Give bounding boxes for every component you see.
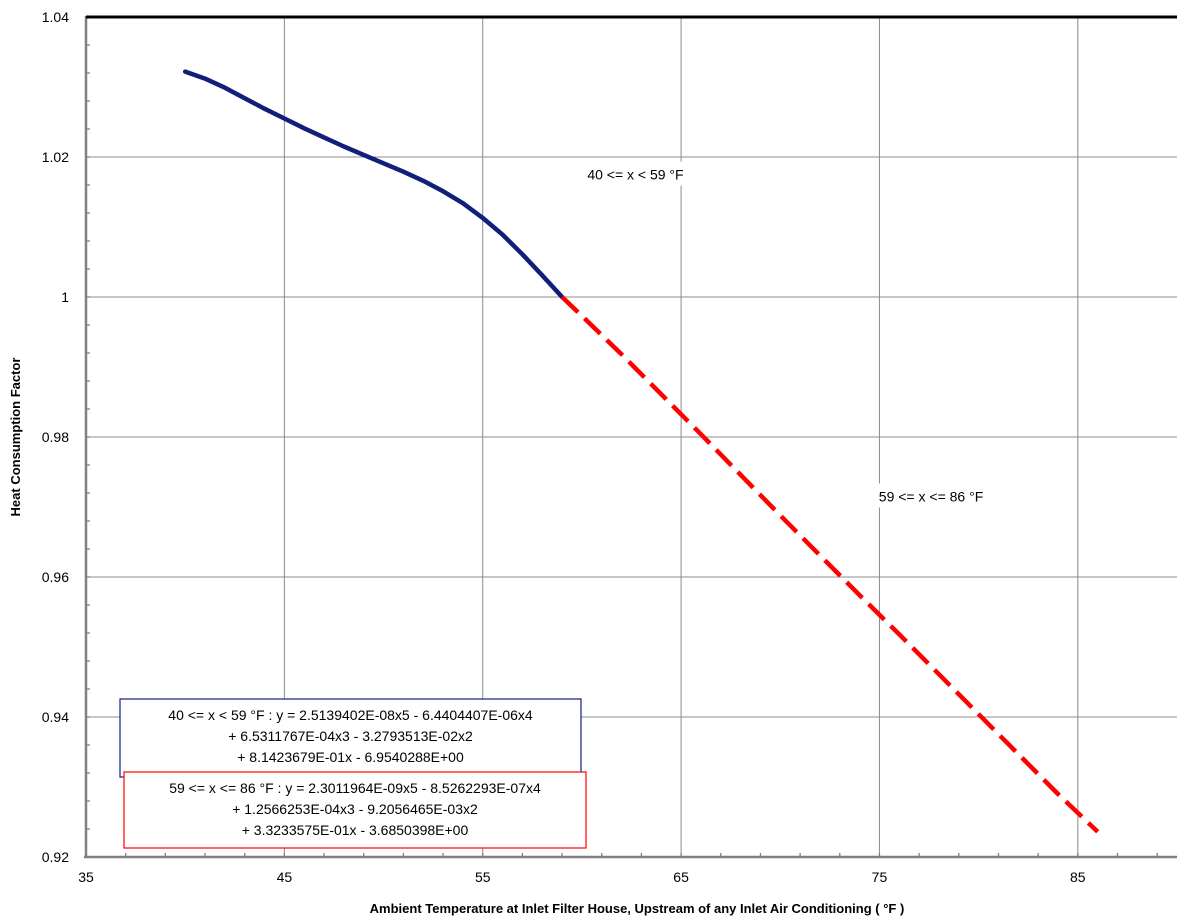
y-tick-label: 1	[61, 289, 69, 305]
series-line-high-range	[560, 295, 1100, 834]
x-tick-label: 55	[475, 869, 491, 885]
equation-line: + 1.2566253E-04x3 - 9.2056465E-03x2	[232, 801, 478, 817]
equation-line: + 8.1423679E-01x - 6.9540288E+00	[237, 749, 464, 765]
x-tick-label: 85	[1070, 869, 1086, 885]
y-tick-label: 0.96	[42, 569, 69, 585]
y-tick-label: 0.92	[42, 849, 69, 865]
equation-line: + 3.3233575E-01x - 3.6850398E+00	[242, 822, 469, 838]
axes	[84, 15, 1177, 859]
y-tick-label: 0.98	[42, 429, 69, 445]
x-tick-label: 65	[673, 869, 689, 885]
equation-box: 40 <= x < 59 °F : y = 2.5139402E-08x5 - …	[119, 698, 582, 778]
equation-line: 40 <= x < 59 °F : y = 2.5139402E-08x5 - …	[168, 707, 533, 723]
annotations: 40 <= x < 59 °F 59 <= x <= 86 °F	[573, 161, 997, 508]
series-layer	[182, 69, 1100, 834]
y-tick-label: 1.02	[42, 149, 69, 165]
x-tick-label: 75	[872, 869, 888, 885]
range-annotation: 59 <= x <= 86 °F	[879, 489, 983, 505]
y-tick-label: 1.04	[42, 9, 69, 25]
y-axis-title: Heat Consumption Factor	[8, 358, 23, 517]
equation-line: + 6.5311767E-04x3 - 3.2793513E-02x2	[228, 728, 473, 744]
equation-box-border	[123, 771, 587, 849]
equation-line: 59 <= x <= 86 °F : y = 2.3011964E-09x5 -…	[169, 780, 541, 796]
y-tick-label: 0.94	[42, 709, 69, 725]
annotation-background	[573, 161, 698, 186]
x-tick-label: 45	[277, 869, 293, 885]
series-line-low-range	[182, 69, 565, 300]
annotation-background	[865, 483, 997, 508]
x-axis-title: Ambient Temperature at Inlet Filter Hous…	[370, 901, 905, 916]
range-annotation: 40 <= x < 59 °F	[587, 167, 683, 183]
tick-labels: 35 45 55 65 75 85 0.92 0.94 0.96 0.98 1 1.02 1.04	[42, 9, 1086, 885]
equation-boxes: 40 <= x < 59 °F : y = 2.5139402E-08x5 - …	[119, 698, 587, 849]
equation-box-border	[119, 698, 582, 778]
x-tick-label: 35	[78, 869, 94, 885]
equation-box: 59 <= x <= 86 °F : y = 2.3011964E-09x5 -…	[123, 771, 587, 849]
